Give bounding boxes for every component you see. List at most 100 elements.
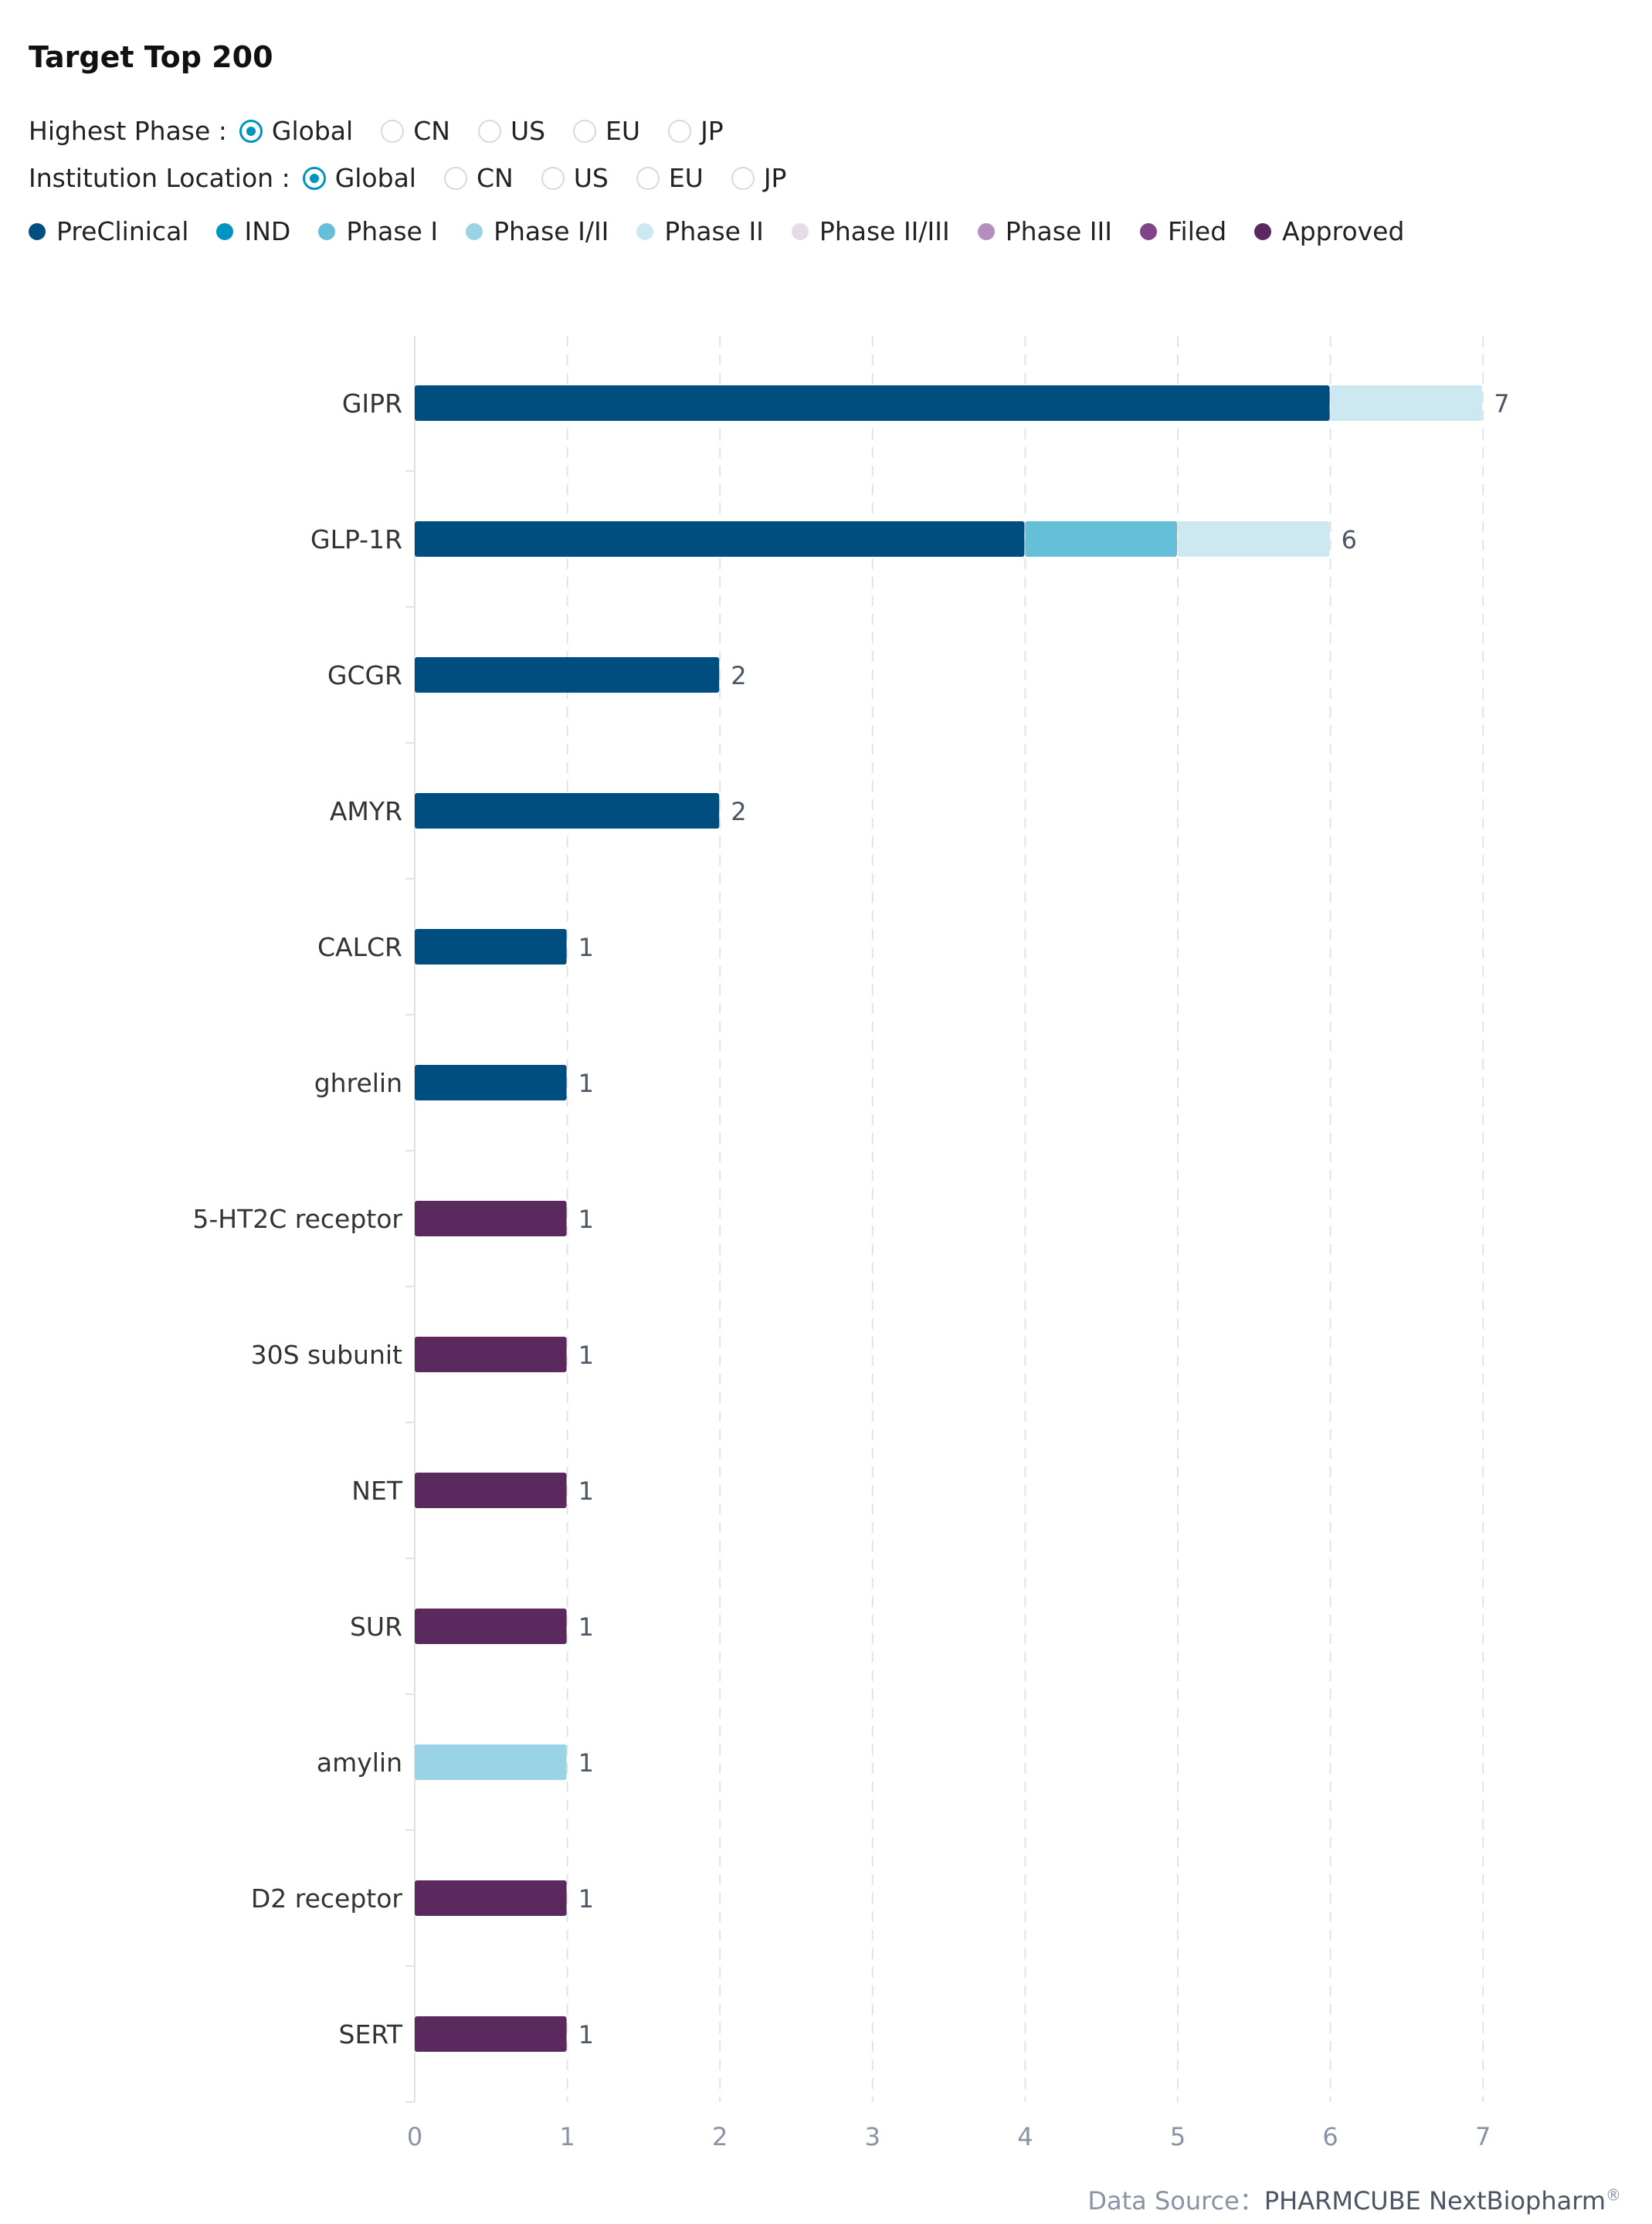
bar-segment-approved xyxy=(415,1609,567,1644)
y-category-label: CALCR xyxy=(317,932,402,962)
data-label: 2 xyxy=(731,797,746,826)
bar-segment-phase-i-ii xyxy=(415,1744,567,1780)
bar-segment-approved xyxy=(415,1337,567,1372)
radio-label: Global xyxy=(334,163,416,193)
bar-segment-approved xyxy=(415,1880,567,1916)
data-label: 2 xyxy=(731,661,746,690)
legend-dot-icon xyxy=(1254,222,1272,240)
y-category-label: D2 receptor xyxy=(251,1883,403,1914)
radio-circle-icon xyxy=(541,166,565,190)
data-label: 1 xyxy=(578,2020,594,2049)
bar-segment-preclinical xyxy=(415,1065,567,1100)
bar-segment-approved xyxy=(415,2016,567,2052)
y-category-label: SERT xyxy=(339,2019,403,2049)
x-tick-label: 2 xyxy=(712,2122,728,2151)
data-label: 1 xyxy=(578,1341,594,1370)
legend-label: Phase II xyxy=(664,216,764,246)
highest-phase-radio-eu[interactable]: EU xyxy=(573,116,640,146)
x-tick-label: 0 xyxy=(407,2122,422,2151)
x-tick-label: 6 xyxy=(1322,2122,1338,2151)
institution-location-radio-global[interactable]: Global xyxy=(302,163,416,193)
legend-item-phase-i[interactable]: Phase I xyxy=(318,216,438,246)
legend-dot-icon xyxy=(791,222,809,240)
institution-location-radio-eu[interactable]: EU xyxy=(636,163,704,193)
institution-location-filter: Institution Location : Global CN US EU JP xyxy=(29,163,814,193)
radio-circle-icon xyxy=(477,119,501,143)
bar-segment-phase-ii xyxy=(1178,521,1330,557)
institution-location-radio-cn[interactable]: CN xyxy=(443,163,514,193)
data-source: Data Source：PHARMCUBE NextBiopharm® xyxy=(1087,2182,1621,2217)
y-category-label: AMYR xyxy=(330,796,402,826)
radio-circle-icon xyxy=(302,166,326,190)
data-label: 1 xyxy=(578,1612,594,1642)
data-label: 1 xyxy=(578,933,594,962)
radio-circle-icon xyxy=(239,119,263,143)
data-label: 6 xyxy=(1342,525,1357,554)
legend-dot-icon xyxy=(1139,222,1157,240)
radio-circle-icon xyxy=(443,166,467,190)
data-source-name: PHARMCUBE NextBiopharm xyxy=(1264,2186,1606,2216)
radio-label: CN xyxy=(476,163,514,193)
radio-label: EU xyxy=(668,163,704,193)
data-label: 1 xyxy=(578,1476,594,1506)
legend-dot-icon xyxy=(977,222,995,240)
legend-label: PreClinical xyxy=(56,216,189,246)
data-label: 1 xyxy=(578,1069,594,1098)
legend-item-ind[interactable]: IND xyxy=(216,216,290,246)
radio-circle-icon xyxy=(668,119,692,143)
y-category-label: NET xyxy=(351,1476,403,1506)
bar-segment-preclinical xyxy=(415,793,720,829)
legend-label: Phase III xyxy=(1005,216,1112,246)
y-category-label: SUR xyxy=(350,1612,402,1642)
legend-item-filed[interactable]: Filed xyxy=(1139,216,1227,246)
data-label: 1 xyxy=(578,1205,594,1234)
legend-item-approved[interactable]: Approved xyxy=(1254,216,1404,246)
legend-label: IND xyxy=(244,216,291,246)
data-label: 1 xyxy=(578,1884,594,1914)
legend-item-phase-ii[interactable]: Phase II xyxy=(636,216,764,246)
legend-label: Phase I/II xyxy=(494,216,609,246)
radio-label: JP xyxy=(700,116,724,146)
bar-segment-preclinical xyxy=(415,657,720,693)
y-category-label: GIPR xyxy=(342,388,402,419)
radio-label: CN xyxy=(413,116,450,146)
y-category-label: amylin xyxy=(317,1748,402,1778)
highest-phase-radio-cn[interactable]: CN xyxy=(381,116,450,146)
y-category-label: ghrelin xyxy=(314,1068,402,1098)
radio-circle-icon xyxy=(573,119,597,143)
y-category-label: 30S subunit xyxy=(251,1340,402,1370)
legend: PreClinical IND Phase I Phase I/II Phase II P… xyxy=(29,216,1432,246)
bar-segment-preclinical xyxy=(415,929,567,965)
legend-dot-icon xyxy=(636,222,654,240)
radio-circle-icon xyxy=(636,166,660,190)
x-tick-label: 1 xyxy=(559,2122,575,2151)
y-category-label: GCGR xyxy=(327,660,402,690)
legend-item-phase-iii[interactable]: Phase III xyxy=(977,216,1112,246)
institution-location-radio-jp[interactable]: JP xyxy=(731,163,786,193)
radio-label: US xyxy=(510,116,546,146)
legend-item-phase-i-ii[interactable]: Phase I/II xyxy=(466,216,609,246)
legend-label: Filed xyxy=(1167,216,1227,246)
bar-segment-phase-ii xyxy=(1330,385,1483,421)
bar-segment-phase-i xyxy=(1025,521,1177,557)
legend-item-preclinical[interactable]: PreClinical xyxy=(29,216,188,246)
x-tick-label: 4 xyxy=(1017,2122,1033,2151)
registered-mark: ® xyxy=(1606,2185,1621,2205)
highest-phase-radio-us[interactable]: US xyxy=(477,116,546,146)
institution-location-radio-us[interactable]: US xyxy=(541,163,609,193)
highest-phase-filter: Highest Phase : Global CN US EU JP xyxy=(29,116,751,146)
bar-segment-approved xyxy=(415,1473,567,1508)
bar-segment-preclinical xyxy=(415,385,1330,421)
chart-title: Target Top 200 xyxy=(29,40,273,74)
highest-phase-radio-jp[interactable]: JP xyxy=(668,116,724,146)
data-source-label: Data Source： xyxy=(1087,2186,1264,2216)
bar-segment-approved xyxy=(415,1201,567,1236)
x-tick-label: 5 xyxy=(1170,2122,1186,2151)
bar-segment-preclinical xyxy=(415,521,1025,557)
data-label: 1 xyxy=(578,1748,594,1778)
highest-phase-radio-global[interactable]: Global xyxy=(239,116,353,146)
radio-circle-icon xyxy=(381,119,405,143)
legend-item-phase-ii-iii[interactable]: Phase II/III xyxy=(791,216,950,246)
data-label: 7 xyxy=(1494,389,1509,419)
